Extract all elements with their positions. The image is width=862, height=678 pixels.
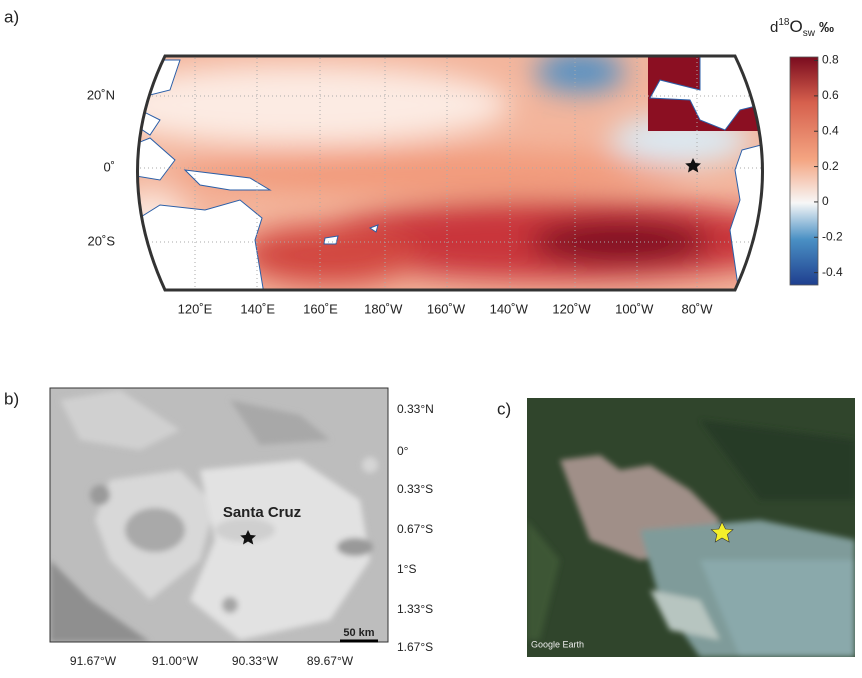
colorbar-tick-label: 0.6 [822,88,839,102]
title-part: sw [803,28,816,39]
lon-label: 89.67°W [307,654,354,668]
lat-label: 20˚S [88,233,116,248]
lat-label: 1°S [397,562,416,576]
lat-label: 20˚N [87,87,115,102]
lon-label: 160˚E [303,301,338,316]
lat-label: 1.33°S [397,602,433,616]
lon-label: 91.00°W [152,654,199,668]
colorbar-tick-label: -0.4 [822,265,843,279]
colorbar [790,57,818,285]
lon-label: 80˚W [681,301,713,316]
panel-label: b) [4,389,19,408]
relief-map [50,388,388,642]
lat-label: 0.33°N [397,402,434,416]
panel-label: a) [4,7,19,26]
colorbar-tick-label: 0.2 [822,159,839,173]
lon-label: 120˚W [552,301,591,316]
colorbar-tick-label: 0.8 [822,53,839,67]
lat-label: 0.33°S [397,482,433,496]
scale-label: 50 km [343,627,374,639]
title-part: O [789,17,802,36]
colorbar-tick-label: -0.2 [822,229,843,243]
lon-label: 160˚W [427,301,466,316]
colorbar-tick-label: 0 [822,194,829,208]
lat-label: 0.67°S [397,522,433,536]
title-part: 18 [778,17,790,28]
colorbar-tick-label: 0.4 [822,123,839,137]
figure: a) [0,0,862,673]
image-credit: Google Earth [531,639,584,649]
satellite-image [527,398,855,657]
lon-label: 180˚W [364,301,403,316]
place-label: Santa Cruz [223,504,301,521]
lon-label: 140˚E [240,301,275,316]
title-part: ‰ [819,19,834,36]
lon-label: 120˚E [178,301,213,316]
lat-label: 1.67°S [397,640,433,654]
colorbar-title: d18Osw‰ [770,17,834,39]
panel-label: c) [497,399,511,418]
lon-label: 91.67°W [70,654,117,668]
lon-label: 90.33°W [232,654,279,668]
lat-label: 0° [397,444,409,458]
sst-map [90,50,810,300]
lon-label: 100˚W [615,301,654,316]
title-part: d [770,19,778,36]
lon-label: 140˚W [490,301,529,316]
lat-label: 0˚ [103,159,115,174]
